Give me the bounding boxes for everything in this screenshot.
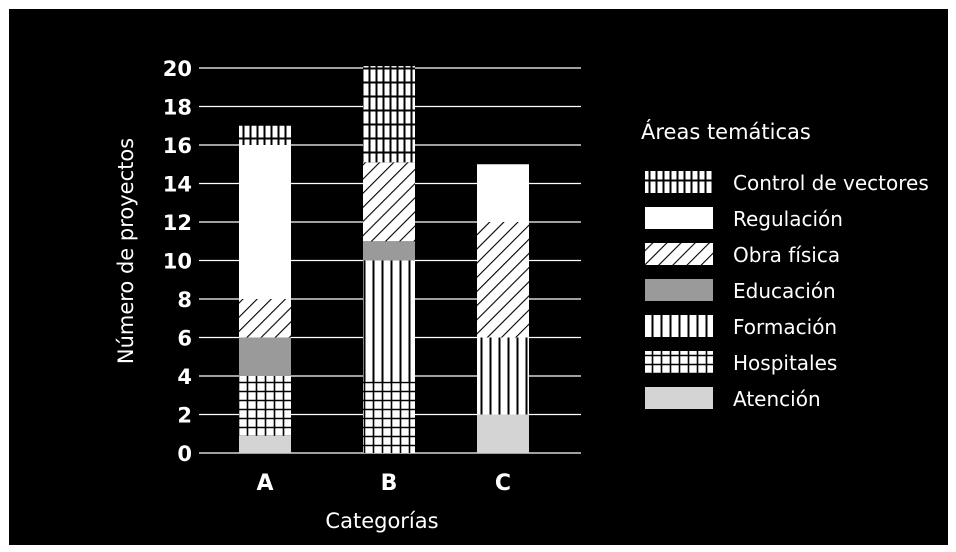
- y-tick-label: 20: [163, 57, 192, 81]
- legend-label: Formación: [733, 315, 837, 339]
- bars: [239, 66, 529, 453]
- x-tick-label: B: [381, 471, 398, 496]
- bar-segment: [363, 381, 415, 453]
- x-axis-ticks: A B C: [256, 471, 511, 496]
- y-tick-label: 18: [163, 96, 192, 120]
- bar-segment: [239, 125, 291, 145]
- legend-swatch: [645, 351, 713, 373]
- bar-segment: [239, 299, 291, 338]
- y-tick-label: 16: [163, 134, 192, 158]
- bar-segment: [477, 414, 529, 453]
- bar-segment: [363, 162, 415, 242]
- x-axis-title: Categorías: [325, 509, 438, 533]
- legend-label: Atención: [733, 387, 821, 411]
- y-tick-label: 12: [163, 211, 192, 235]
- y-tick-label: 6: [177, 327, 192, 351]
- y-tick-label: 0: [177, 442, 192, 466]
- legend: Áreas temáticas Control de vectores Regul…: [641, 119, 929, 411]
- bar-segment: [239, 337, 291, 376]
- legend-label: Regulación: [733, 207, 843, 231]
- stacked-bar-chart: 0 2 4 6 8 10 12 14 16 18 20 A B C Número de proyecto…: [114, 57, 929, 533]
- legend-label: Hospitales: [733, 351, 837, 375]
- x-tick-label: C: [495, 471, 511, 496]
- bar-segment: [477, 222, 529, 338]
- y-axis-ticks: 0 2 4 6 8 10 12 14 16 18 20: [163, 57, 192, 466]
- y-tick-label: 2: [177, 404, 192, 428]
- bar-segment: [239, 435, 291, 453]
- legend-label: Obra física: [733, 243, 840, 267]
- legend-label: Educación: [733, 279, 836, 303]
- legend-swatch: [645, 207, 713, 229]
- legend-swatch: [645, 315, 713, 337]
- y-tick-label: 10: [163, 250, 192, 274]
- bar-segment: [477, 164, 529, 222]
- bar-segment: [239, 376, 291, 436]
- legend-swatch: [645, 243, 713, 265]
- bar-segment: [363, 241, 415, 261]
- bar-segment: [477, 337, 529, 415]
- bar-segment: [363, 260, 415, 382]
- legend-swatch: [645, 171, 713, 193]
- legend-swatch: [645, 279, 713, 301]
- bar-segment: [363, 66, 415, 163]
- x-tick-label: A: [256, 471, 273, 496]
- y-axis-title: Número de proyectos: [114, 138, 138, 364]
- legend-label: Control de vectores: [733, 171, 929, 195]
- y-tick-label: 4: [177, 365, 192, 389]
- legend-title: Áreas temáticas: [641, 119, 811, 144]
- chart-panel: 0 2 4 6 8 10 12 14 16 18 20 A B C Número de proyecto…: [9, 9, 948, 545]
- bar-segment: [239, 145, 291, 299]
- legend-swatch: [645, 387, 713, 409]
- y-tick-label: 8: [177, 288, 192, 312]
- y-tick-label: 14: [163, 173, 192, 197]
